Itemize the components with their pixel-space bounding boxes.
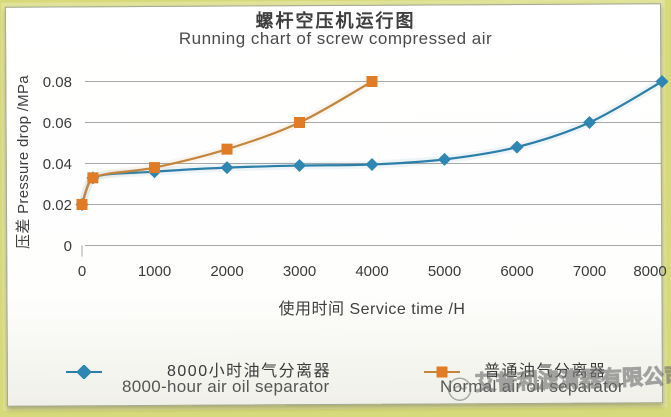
series-line-8000h	[80, 80, 663, 205]
square-marker	[149, 162, 160, 174]
series-line-normal	[80, 80, 373, 205]
x-tick-label: 6000	[500, 263, 533, 280]
diamond-marker	[437, 152, 452, 166]
page-title-en: Running chart of screw compressed air	[178, 29, 493, 48]
legend-label-zh-normal: 普通油气分离器	[484, 363, 607, 380]
square-marker	[76, 199, 88, 210]
x-tick-label: 5000	[428, 263, 461, 280]
legend-label-en-8000h: 8000-hour air oil separator	[122, 377, 330, 396]
y-tick-label: 0.06	[43, 115, 72, 132]
x-tick-label: 8000	[633, 263, 666, 280]
legend-label-zh-8000h: 8000小时油气分离器	[167, 363, 332, 380]
series-line-glow	[78, 77, 376, 209]
x-tick-label: 3000	[283, 263, 316, 280]
y-tick-label: 0.04	[43, 156, 72, 173]
y-tick-label: 0.02	[43, 197, 72, 214]
y-tick-label: 0.08	[43, 74, 72, 91]
legend-label-en-normal: Normal air oil separator	[440, 377, 624, 396]
x-tick-label: 4000	[355, 263, 388, 280]
square-marker	[366, 76, 378, 87]
x-tick-label: 2000	[210, 263, 243, 280]
square-marker	[87, 172, 99, 184]
legend: 8000小时油气分离器 8000-hour air oil separator …	[0, 352, 671, 407]
line-chart: 0 0.02 0.04 0.06 0.08 0 1000 2000 3000 4000 5000 60…	[43, 74, 669, 280]
page-title-zh: 螺杆空压机运行图	[255, 11, 416, 31]
diamond-marker	[220, 161, 234, 175]
x-axis-title: 使用时间 Service time /H	[278, 301, 466, 318]
diamond-marker	[365, 158, 379, 172]
square-marker	[294, 117, 305, 128]
square-marker	[221, 143, 233, 155]
series-line-glow	[78, 77, 666, 209]
diamond-marker	[292, 159, 307, 173]
y-axis-title: 压差 Pressure drop /MPa	[15, 75, 32, 249]
y-tick-label: 0	[64, 238, 72, 255]
legend-square-marker-icon	[424, 366, 460, 378]
legend-diamond-marker-icon	[66, 365, 102, 379]
x-tick-label: 1000	[138, 263, 171, 280]
x-tick-label: 7000	[573, 263, 606, 280]
x-tick-label: 0	[78, 263, 86, 280]
